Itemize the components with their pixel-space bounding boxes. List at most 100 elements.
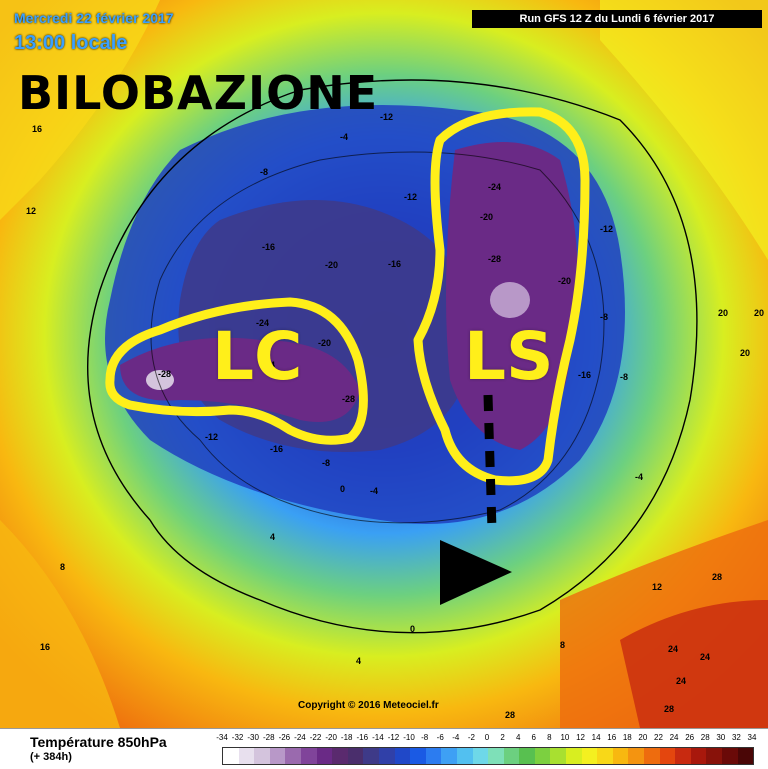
- legend-tick-label: -18: [340, 733, 353, 742]
- legend-color-swatch: [628, 748, 645, 764]
- legend-tick-label: 10: [560, 733, 570, 742]
- legend-color-swatch: [644, 748, 660, 764]
- isotherm-label-group: -4 -8 -12 -16 -20 -24 -28 -20 -24 -28 -1…: [26, 112, 764, 720]
- isotherm-label: -12: [600, 224, 613, 234]
- isotherm-label: 20: [754, 308, 764, 318]
- copyright: Copyright © 2016 Meteociel.fr: [298, 700, 439, 711]
- legend-color-swatch: [441, 748, 457, 764]
- legend-tick-label: 6: [531, 733, 536, 742]
- isotherm-label: -20: [325, 260, 338, 270]
- isotherm-label: -20: [558, 276, 571, 286]
- isotherm-label: 24: [668, 644, 678, 654]
- legend-tick-label: -24: [294, 733, 306, 742]
- legend-tick-label: 22: [654, 733, 663, 742]
- isotherm-label: 4: [356, 656, 361, 666]
- isotherm-label: -16: [270, 444, 283, 454]
- warm-zone-ne: [600, 0, 768, 260]
- legend-tick-label: 24: [669, 733, 679, 742]
- legend-color-swatch: [706, 748, 722, 764]
- legend-title: Température 850hPa: [30, 734, 167, 750]
- isotherm-label: -4: [635, 472, 643, 482]
- legend-color-swatch: [238, 748, 255, 764]
- isotherm-label: -16: [262, 242, 275, 252]
- hot-zone-se: [620, 600, 768, 728]
- isotherm-label: 8: [60, 562, 65, 572]
- right-lobe-label: LS: [464, 318, 554, 395]
- legend: Température 850hPa (+ 384h) -34 -32 -30 -28…: [0, 728, 768, 769]
- legend-color-swatch: [363, 748, 379, 764]
- map-canvas: -4 -8 -12 -16 -20 -24 -28 -20 -24 -28 -1…: [0, 0, 768, 728]
- legend-tick-label: 20: [638, 733, 648, 742]
- isotherm-label: -28: [488, 254, 501, 264]
- isotherm-label: 12: [26, 206, 36, 216]
- legend-tick-label: 4: [515, 733, 521, 742]
- isotherm-label: -28: [342, 394, 355, 404]
- legend-tick-label: -10: [403, 733, 415, 742]
- legend-tick-label: 14: [591, 733, 601, 742]
- legend-color-swatch: [472, 748, 489, 764]
- isotherm-label: 20: [718, 308, 728, 318]
- isotherm-label: -12: [205, 432, 218, 442]
- isotherm-label: 4: [270, 532, 275, 542]
- isotherm-label: -20: [318, 338, 331, 348]
- isotherm-label: 0: [340, 484, 345, 494]
- legend-color-swatch: [722, 748, 738, 764]
- legend-color-swatch: [581, 748, 598, 764]
- isotherm-label: 24: [700, 652, 710, 662]
- isotherm-label: 8: [560, 640, 565, 650]
- legend-color-swatch: [410, 748, 426, 764]
- isotherm-label: -24: [256, 318, 269, 328]
- legend-tick-label: -12: [387, 733, 400, 742]
- legend-tick-label: -14: [372, 733, 384, 742]
- legend-color-swatch: [300, 748, 317, 764]
- isotherm-label: 16: [32, 124, 42, 134]
- isotherm-zero-line: [87, 79, 698, 634]
- legend-color-swatch: [285, 748, 301, 764]
- isotherm-label: 24: [676, 676, 686, 686]
- isotherm-label: 28: [712, 572, 722, 582]
- isotherm-label: -8: [600, 312, 608, 322]
- isotherm-label: -4: [340, 132, 348, 142]
- legend-color-swatch: [737, 748, 754, 764]
- legend-color-swatch: [332, 748, 348, 764]
- legend-tick-label: 2: [500, 733, 505, 742]
- isotherm-label: -8: [620, 372, 628, 382]
- legend-tick-label: 30: [716, 733, 726, 742]
- legend-color-swatch: [550, 748, 567, 764]
- isotherm-label: -16: [578, 370, 591, 380]
- legend-tick-label: -20: [325, 733, 337, 742]
- legend-color-swatch: [534, 748, 551, 764]
- isotherm-label: 28: [664, 704, 674, 714]
- isotherm-label: 0: [410, 624, 415, 634]
- legend-tick-labels: -34 -32 -30 -28 -26 -24 -22 -20 -18 -16 -14 -12 -10-…: [216, 733, 756, 745]
- legend-tick-label: -8: [421, 733, 429, 742]
- legend-tick-label: 18: [622, 733, 632, 742]
- legend-tick-label: -34: [216, 733, 228, 742]
- legend-tick-label: -16: [356, 733, 369, 742]
- legend-tick-label: 32: [731, 733, 741, 742]
- legend-tick-label: 28: [700, 733, 710, 742]
- legend-tick-label: 34: [747, 733, 757, 742]
- legend-color-swatch: [488, 748, 504, 764]
- legend-tick-label: 8: [547, 733, 552, 742]
- isotherm-label: -20: [480, 212, 493, 222]
- legend-color-swatch: [378, 748, 395, 764]
- isotherm-label: -8: [260, 167, 268, 177]
- legend-tick-label: 26: [685, 733, 695, 742]
- legend-tick-label: -22: [309, 733, 322, 742]
- legend-tick-label: -30: [247, 733, 259, 742]
- isotherm-label: 12: [652, 582, 662, 592]
- legend-color-swatch: [566, 748, 582, 764]
- left-lobe-label: LC: [212, 318, 303, 395]
- legend-subtitle: (+ 384h): [30, 751, 72, 763]
- arrow-head: [440, 540, 512, 605]
- legend-color-swatch: [425, 748, 442, 764]
- legend-tick-label: 16: [607, 733, 617, 742]
- isotherm-cold-line: [150, 151, 605, 524]
- lobe-outline-left: [105, 297, 368, 445]
- core-right: [490, 282, 530, 318]
- legend-color-swatch: [394, 748, 411, 764]
- isotherm-label: -16: [388, 259, 401, 269]
- warm-zone-sw: [0, 520, 120, 728]
- isotherm-label: -28: [158, 369, 171, 379]
